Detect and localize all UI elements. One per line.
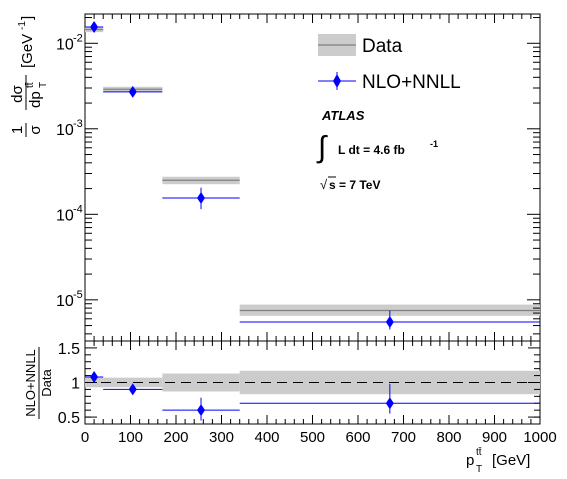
x-tick-label-1: 100	[118, 429, 143, 446]
legend-data-label: Data	[362, 36, 403, 57]
y-tick-label-exp-3: -5	[73, 289, 83, 301]
y-axis-label-unit-exp: -1	[17, 21, 28, 30]
legend-prediction-label: NLO+NNLL	[362, 72, 461, 93]
energy-sqrt-sign: √	[320, 177, 328, 192]
ratio-y-tick-label-0: 0.5	[58, 410, 80, 427]
prediction-marker-3	[385, 316, 394, 329]
prediction-marker-1	[128, 85, 137, 98]
tick-labels-layer: 0 100 200 300 400 500 600 700 800 900 100010-210-3…	[56, 32, 557, 446]
ratio-y-tick-label-2: 1.5	[58, 341, 80, 358]
prediction-points-layer	[85, 21, 540, 421]
x-tick-label-10: 1000	[523, 429, 556, 446]
y-tick-label-1: 10	[56, 122, 74, 139]
prediction-marker-0	[90, 21, 99, 34]
y-axis-label-sigma: σ	[27, 125, 44, 135]
x-axis-label-unit: [GeV]	[492, 452, 530, 469]
x-tick-label-6: 600	[345, 429, 370, 446]
x-axis-label-p: p	[466, 452, 474, 469]
x-tick-label-4: 400	[254, 429, 279, 446]
y-axis-label-one: 1	[9, 126, 26, 134]
ratio-marker-3	[385, 397, 394, 410]
data-band-layer	[85, 27, 540, 316]
x-tick-label-5: 500	[300, 429, 325, 446]
x-tick-label-9: 900	[482, 429, 507, 446]
ratio-band-1	[103, 377, 163, 388]
y-axis-label: 1 σ dσ dp tt̄ T [GeV -1 ]	[9, 16, 49, 137]
x-axis-label-sup-tt: tt̄	[476, 446, 482, 458]
ratio-marker-1	[128, 383, 137, 396]
x-tick-label-2: 200	[163, 429, 188, 446]
ratio-label-numerator: NLO+NNLL	[23, 349, 38, 417]
atlas-label: ATLAS	[321, 108, 365, 123]
main-plot-frame	[84, 13, 541, 342]
y-axis-label-dsigma: dσ	[9, 84, 26, 102]
ratio-y-axis-label: NLO+NNLL Data	[23, 347, 54, 419]
legend-prediction-marker	[333, 74, 341, 88]
y-tick-label-3: 10	[56, 293, 74, 310]
y-tick-label-0: 10	[56, 36, 74, 53]
ratio-band-layer	[85, 370, 540, 395]
x-tick-label-0: 0	[81, 429, 89, 446]
y-tick-label-exp-2: -4	[73, 203, 83, 215]
y-axis-label-sup-tt: tt̄	[24, 82, 36, 88]
axis-ticks-layer	[84, 14, 541, 424]
ratio-y-tick-label-1: 1	[71, 376, 80, 393]
lumi-label-exponent: -1	[430, 139, 438, 149]
y-tick-label-2: 10	[56, 207, 74, 224]
energy-label: s = 7 TeV	[329, 178, 380, 192]
x-tick-label-3: 300	[209, 429, 234, 446]
prediction-marker-2	[197, 192, 206, 205]
x-tick-label-8: 800	[436, 429, 461, 446]
y-axis-label-dp: dp	[27, 91, 44, 108]
lumi-label: L dt = 4.6 fb	[338, 143, 405, 157]
legend: Data NLO+NNLL	[318, 34, 461, 93]
y-axis-label-sub-t: T	[38, 82, 49, 88]
experiment-annotation: ATLAS ∫ L dt = 4.6 fb -1 √ s = 7 TeV	[316, 108, 438, 192]
ratio-marker-0	[90, 370, 99, 383]
y-tick-label-exp-1: -3	[73, 118, 83, 130]
x-axis-label: p tt̄ T [GeV]	[466, 446, 530, 475]
y-axis-label-unit: [GeV	[19, 34, 36, 68]
y-axis-label-unit-close: ]	[19, 16, 36, 20]
y-tick-label-exp-0: -2	[73, 32, 83, 44]
x-tick-label-7: 700	[391, 429, 416, 446]
ratio-label-denominator: Data	[39, 369, 54, 397]
lumi-integral-sign: ∫	[316, 131, 328, 164]
ratio-marker-2	[197, 404, 206, 417]
x-axis-label-sub-t: T	[476, 464, 482, 475]
